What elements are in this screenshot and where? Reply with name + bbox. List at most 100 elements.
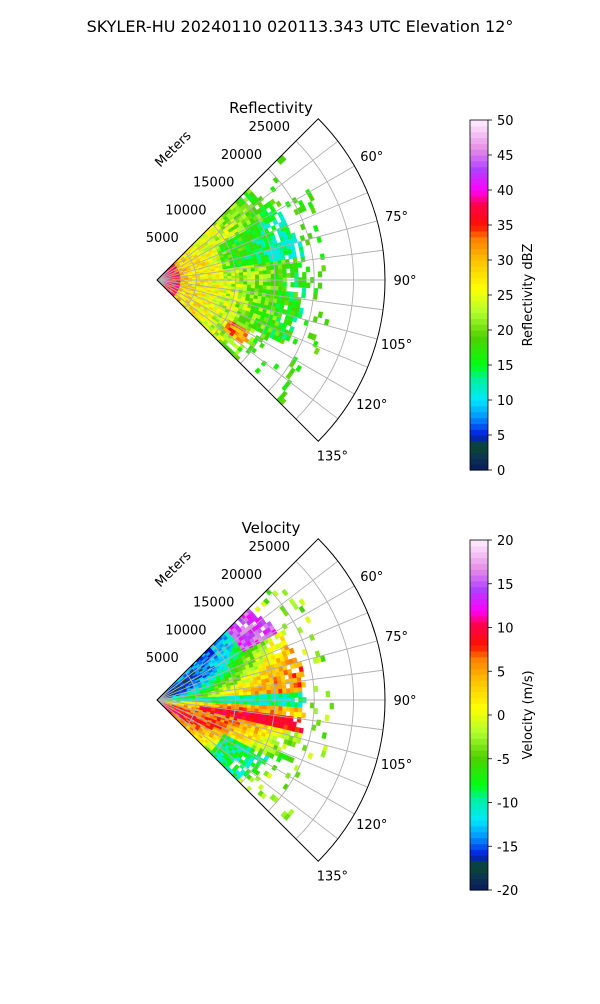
radar-gate bbox=[282, 269, 286, 274]
radar-gate bbox=[283, 702, 287, 707]
theta-tick-label: 90° bbox=[393, 694, 416, 709]
radar-gate bbox=[239, 284, 243, 287]
colorbar-swatch bbox=[470, 243, 488, 249]
radar-gate bbox=[255, 688, 259, 692]
radar-gate bbox=[236, 696, 240, 699]
radar-gate bbox=[224, 694, 228, 697]
colorbar-swatch bbox=[470, 820, 488, 826]
colorbar-swatch bbox=[470, 208, 488, 214]
radar-gate bbox=[200, 698, 204, 700]
radar-gate bbox=[299, 606, 305, 613]
colorbar-swatch bbox=[470, 581, 488, 587]
radar-gate bbox=[286, 707, 290, 712]
radar-gate bbox=[258, 687, 262, 691]
radar-gate bbox=[298, 692, 302, 697]
radar-gate bbox=[290, 683, 294, 688]
radar-gate bbox=[294, 707, 298, 712]
colorbar-swatch bbox=[470, 715, 488, 721]
radar-gate bbox=[255, 268, 259, 272]
radar-gate bbox=[286, 291, 290, 296]
radar-gate bbox=[263, 274, 267, 278]
colorbar-swatch bbox=[470, 418, 488, 424]
colorbar-swatch bbox=[470, 202, 488, 208]
colorbar-swatch bbox=[470, 756, 488, 762]
colorbar-swatch bbox=[470, 814, 488, 820]
radar-gate bbox=[300, 251, 305, 257]
colorbar-swatch bbox=[470, 359, 488, 365]
range-tick-label: 10000 bbox=[165, 203, 206, 218]
radar-gate bbox=[231, 693, 235, 696]
radar-gate bbox=[322, 732, 327, 739]
range-axis-label: Meters bbox=[153, 128, 195, 170]
radar-gate bbox=[314, 348, 320, 355]
radar-gate bbox=[243, 692, 247, 695]
range-tick-label: 25000 bbox=[249, 120, 290, 135]
radar-gate bbox=[299, 308, 304, 314]
radar-gate bbox=[255, 705, 259, 709]
radar-gate bbox=[247, 702, 251, 705]
radar-gate bbox=[267, 706, 271, 710]
radar-gate bbox=[280, 255, 285, 260]
theta-tick-label: 75° bbox=[385, 630, 408, 645]
colorbar-swatch bbox=[470, 610, 488, 616]
colorbar-swatch bbox=[470, 184, 488, 190]
range-tick-label: 20000 bbox=[221, 568, 262, 583]
colorbar-swatch bbox=[470, 575, 488, 581]
radar-gate bbox=[243, 689, 247, 692]
radar-gate bbox=[232, 276, 236, 279]
radar-gate bbox=[255, 271, 259, 275]
radar-gate bbox=[247, 689, 251, 693]
theta-tick-label: 120° bbox=[356, 398, 387, 413]
radar-gate bbox=[290, 702, 294, 707]
radar-gate bbox=[204, 697, 208, 699]
radar-gate bbox=[290, 263, 294, 268]
radar-gate bbox=[282, 711, 286, 716]
radar-gate bbox=[239, 275, 243, 278]
theta-tick-label: 120° bbox=[356, 818, 387, 833]
radar-gate bbox=[275, 274, 279, 278]
colorbar-tick-label: 20 bbox=[497, 324, 514, 339]
colorbar-swatch bbox=[470, 394, 488, 400]
radar-gate bbox=[259, 343, 265, 349]
colorbar-swatch bbox=[470, 143, 488, 149]
radar-gate bbox=[283, 693, 287, 698]
colorbar-swatch bbox=[470, 313, 488, 319]
colorbar-swatch bbox=[470, 231, 488, 237]
radar-gate bbox=[259, 702, 263, 706]
colorbar-swatch bbox=[470, 324, 488, 330]
range-tick-label: 10000 bbox=[165, 623, 206, 638]
colorbar-swatch bbox=[470, 663, 488, 669]
radar-gate bbox=[278, 689, 282, 694]
radar-gate bbox=[298, 282, 302, 287]
radar-gate bbox=[251, 288, 255, 292]
radar-gate bbox=[216, 281, 220, 283]
radar-gate bbox=[282, 744, 287, 750]
theta-tick-label: 105° bbox=[381, 758, 412, 773]
radar-gate bbox=[239, 701, 243, 704]
radar-gate bbox=[228, 276, 232, 279]
colorbar-swatch bbox=[470, 248, 488, 254]
range-tick-label: 25000 bbox=[249, 540, 290, 555]
colorbar-swatch bbox=[470, 838, 488, 844]
colorbar-swatch bbox=[470, 441, 488, 447]
colorbar-swatch bbox=[470, 283, 488, 289]
radar-gate bbox=[294, 702, 298, 707]
colorbar-swatch bbox=[470, 703, 488, 709]
radar-gate bbox=[301, 293, 305, 299]
colorbar-swatch bbox=[470, 803, 488, 809]
radar-gate bbox=[239, 695, 243, 698]
radar-gate bbox=[267, 286, 271, 290]
colorbar-tick-label: 50 bbox=[497, 114, 514, 129]
radar-gate bbox=[292, 253, 297, 258]
radar-gate bbox=[266, 290, 270, 294]
radar-gate bbox=[232, 701, 236, 704]
radar-gate bbox=[290, 268, 294, 273]
colorbar-swatch bbox=[470, 692, 488, 698]
colorbar-tick-label: 10 bbox=[497, 394, 514, 409]
radar-gate bbox=[220, 701, 224, 703]
theta-tick-label: 90° bbox=[393, 274, 416, 289]
radar-gate bbox=[239, 689, 243, 692]
colorbar-swatch bbox=[470, 435, 488, 441]
colorbar-swatch bbox=[470, 639, 488, 645]
radar-gate bbox=[251, 271, 255, 275]
